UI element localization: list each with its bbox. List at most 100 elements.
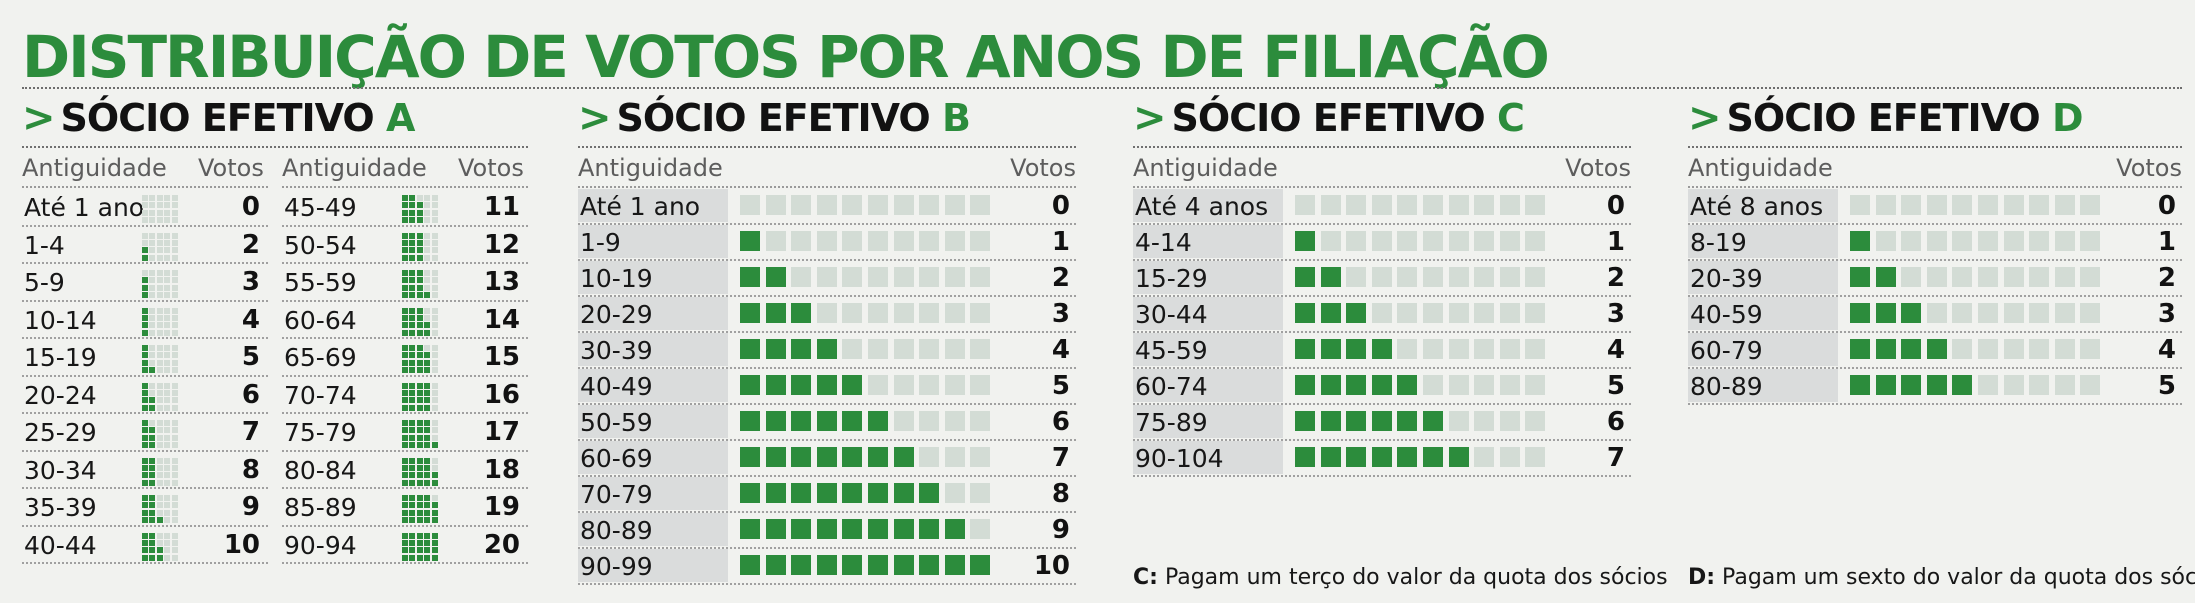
vote-square-filled: [424, 329, 431, 336]
vote-square-filled: [409, 270, 416, 276]
row-votes: 15: [483, 342, 520, 372]
vote-square-empty: [164, 352, 171, 359]
row-votes: 7: [1606, 443, 1625, 473]
vote-square-empty: [424, 209, 431, 216]
vote-square-filled: [791, 303, 812, 323]
vote-square-empty: [171, 195, 178, 201]
vote-square-empty: [164, 495, 171, 501]
vote-square-empty: [1474, 339, 1495, 359]
chevron-right-icon: >: [578, 95, 612, 141]
vote-square-empty: [431, 307, 438, 314]
vote-square-filled: [416, 509, 423, 516]
vote-square-empty: [1978, 375, 1998, 395]
vote-square-empty: [171, 217, 178, 224]
vote-square-empty: [149, 322, 156, 329]
vote-square-filled: [402, 284, 408, 291]
vote-square-empty: [431, 202, 438, 209]
vote-square-empty: [431, 239, 438, 246]
row-votes: 10: [1033, 551, 1070, 581]
vote-square-empty: [842, 267, 863, 287]
row-label-band: [578, 261, 728, 294]
vote-square-empty: [944, 483, 965, 503]
vote-square-filled: [402, 539, 408, 546]
vote-square-empty: [970, 447, 991, 467]
vote-square-filled: [416, 389, 423, 396]
vote-square-empty: [156, 292, 163, 299]
vote-square-filled: [1371, 339, 1392, 359]
row-label: Até 8 anos: [1690, 192, 1824, 221]
vote-square-empty: [919, 375, 940, 395]
column-header-antiguidade: Antiguidade: [1688, 154, 1833, 182]
vote-square-empty: [171, 472, 178, 479]
vote-square-filled: [142, 254, 148, 261]
row-label-band: [1133, 369, 1283, 402]
vote-square-filled: [1901, 303, 1922, 323]
vote-square-empty: [1474, 195, 1495, 215]
vote-square-filled: [149, 539, 156, 546]
row-label-band: [578, 189, 728, 222]
vote-square-empty: [431, 367, 438, 374]
vote-square-filled: [402, 247, 408, 254]
row-divider: [22, 562, 268, 564]
row-divider: [282, 224, 528, 227]
chevron-right-icon: >: [1688, 95, 1722, 141]
vote-square-empty: [1397, 231, 1418, 251]
vote-square-empty: [171, 464, 178, 471]
panel-title: > SÓCIO EFETIVO C: [1133, 92, 1525, 144]
vote-square-empty: [1397, 195, 1418, 215]
vote-square-empty: [1499, 339, 1520, 359]
row-divider: [22, 412, 268, 414]
vote-square-filled: [868, 555, 888, 575]
vote-square-empty: [431, 314, 438, 321]
vote-square-empty: [156, 352, 163, 359]
vote-square-filled: [424, 427, 431, 434]
vote-square-empty: [893, 195, 914, 215]
vote-square-empty: [431, 457, 438, 464]
vote-square-empty: [868, 267, 888, 287]
vote-square-empty: [1423, 303, 1443, 323]
vote-square-filled: [816, 555, 837, 575]
vote-square-empty: [149, 420, 156, 426]
vote-square-filled: [842, 447, 863, 467]
vote-square-filled: [944, 555, 965, 575]
vote-square-filled: [765, 447, 786, 467]
column-header-divider: [22, 186, 268, 188]
vote-square-empty: [431, 427, 438, 434]
row-label: 60-69: [580, 444, 653, 473]
row-label-band: [578, 513, 728, 546]
vote-square-filled: [149, 495, 156, 501]
vote-square-filled: [402, 292, 408, 299]
vote-square-filled: [402, 217, 408, 224]
vote-square-empty: [164, 359, 171, 366]
row-label-band: [578, 477, 728, 510]
panel-title-letter: A: [385, 96, 415, 140]
panel-title-divider: [1133, 146, 1631, 148]
vote-square-filled: [409, 202, 416, 209]
vote-square-filled: [142, 472, 148, 479]
vote-square-empty: [149, 307, 156, 314]
vote-square-empty: [171, 495, 178, 501]
column-header-votos: Votos: [458, 154, 524, 182]
vote-square-empty: [1499, 267, 1520, 287]
vote-square-filled: [791, 447, 812, 467]
vote-square-empty: [171, 554, 178, 561]
vote-square-filled: [149, 472, 156, 479]
vote-square-filled: [409, 367, 416, 374]
vote-square-empty: [156, 277, 163, 284]
row-label-band: [578, 333, 728, 366]
row-label: 1-9: [580, 228, 621, 257]
row-label-band: [578, 225, 728, 258]
vote-square-empty: [156, 382, 163, 389]
panel-socio-efetivo-a: > SÓCIO EFETIVO A Antiguidade Votos Até 1 an…: [22, 92, 528, 597]
vote-square-empty: [868, 339, 888, 359]
vote-square-filled: [402, 389, 408, 396]
vote-square-empty: [156, 464, 163, 471]
vote-square-filled: [416, 232, 423, 239]
vote-square-empty: [149, 352, 156, 359]
vote-square-empty: [164, 427, 171, 434]
row-label-band: [578, 549, 728, 582]
vote-square-empty: [149, 277, 156, 284]
vote-square-empty: [164, 270, 171, 276]
vote-square-empty: [171, 539, 178, 546]
vote-square-filled: [409, 442, 416, 449]
